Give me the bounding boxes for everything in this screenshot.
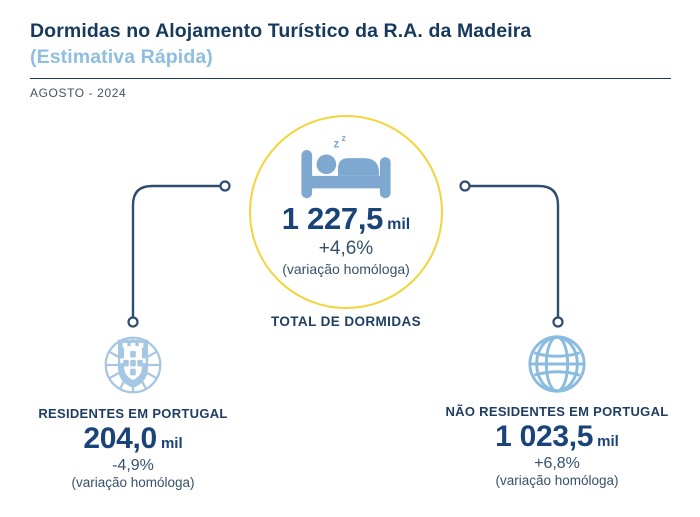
- header: Dormidas no Alojamento Turístico da R.A.…: [30, 18, 671, 100]
- residents-value-row: 204,0 mil: [83, 422, 182, 456]
- total-value-row: 1 227,5 mil: [282, 201, 410, 237]
- right-connector-line: [470, 184, 560, 317]
- globe-icon: [528, 335, 586, 393]
- total-dormidas-label: TOTAL DE DORMIDAS: [270, 314, 422, 329]
- non-residents-variation: +6,8%: [534, 455, 580, 472]
- bed-sleep-icon: z z: [301, 134, 391, 199]
- total-unit: mil: [387, 216, 411, 233]
- residents-label: RESIDENTES EM PORTUGAL: [38, 406, 228, 421]
- header-divider: [30, 77, 671, 79]
- left-connector-end-ring: [127, 316, 139, 328]
- non-residents-variation-note: (variação homóloga): [495, 473, 619, 488]
- non-residents-unit: mil: [597, 433, 619, 450]
- residents-variation: -4,9%: [112, 457, 154, 474]
- residents-unit: mil: [160, 435, 183, 452]
- residents-block: RESIDENTES EM PORTUGAL 204,0 mil -4,9% (…: [13, 333, 253, 490]
- non-residents-label: NÃO RESIDENTES EM PORTUGAL: [445, 404, 669, 419]
- left-connector-line: [131, 184, 220, 317]
- right-connector-end-ring: [552, 316, 564, 328]
- left-connector-start-ring: [219, 180, 231, 192]
- total-variation-note: (variação homóloga): [282, 261, 410, 277]
- right-connector-start-ring: [459, 180, 471, 192]
- residents-value: 204,0: [83, 422, 157, 455]
- svg-text:z: z: [342, 134, 347, 143]
- non-residents-block: NÃO RESIDENTES EM PORTUGAL 1 023,5 mil +…: [427, 333, 687, 488]
- total-dormidas-circle: z z 1 227,5 mil +4,6% (variação homóloga…: [249, 115, 443, 309]
- total-variation: +4,6%: [318, 238, 374, 259]
- page-subtitle: (Estimativa Rápida): [30, 46, 213, 69]
- period-label: AGOSTO - 2024: [30, 85, 127, 100]
- portugal-coat-of-arms-icon: [104, 336, 162, 394]
- svg-text:z: z: [334, 138, 340, 150]
- page-title: Dormidas no Alojamento Turístico da R.A.…: [30, 20, 532, 42]
- non-residents-value: 1 023,5: [495, 420, 594, 453]
- non-residents-value-row: 1 023,5 mil: [495, 420, 619, 454]
- residents-variation-note: (variação homóloga): [71, 475, 195, 490]
- total-value: 1 227,5: [281, 201, 384, 236]
